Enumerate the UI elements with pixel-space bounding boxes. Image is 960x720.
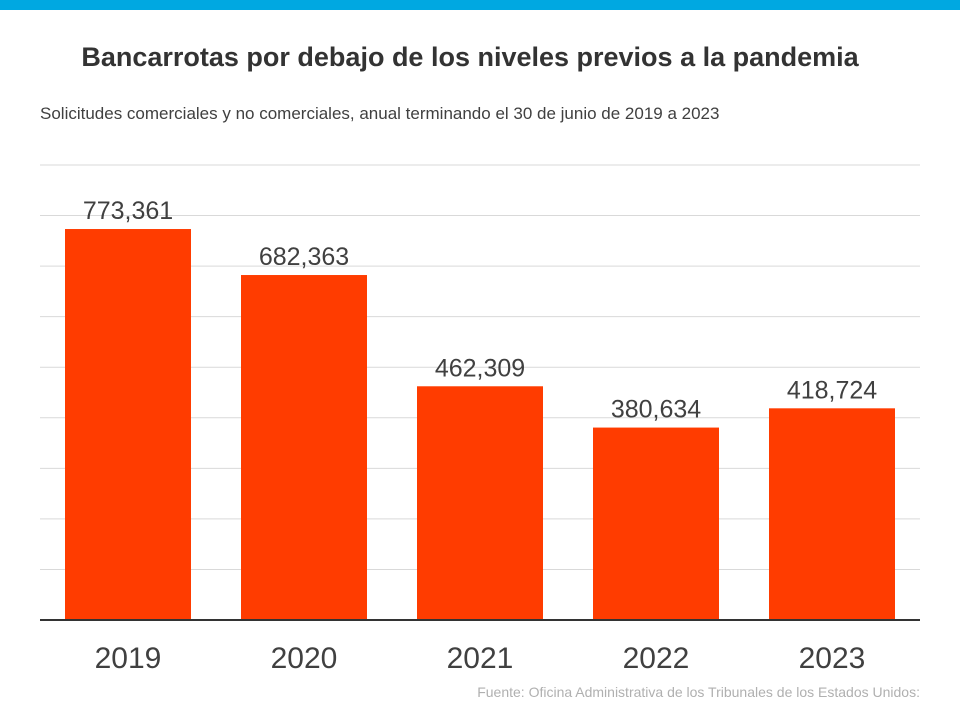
data-label-2023: 418,724 (787, 376, 877, 404)
data-label-2020: 682,363 (259, 243, 349, 271)
top-accent-bar (0, 0, 960, 10)
x-tick-label-2022: 2022 (623, 642, 690, 675)
bar-chart: 773,361 2019 682,363 2020 462,309 2021 380,634… (40, 164, 920, 675)
bar-2021 (417, 386, 543, 620)
data-label-2021: 462,309 (435, 354, 525, 382)
bar-2020 (241, 275, 367, 620)
data-label-2019: 773,361 (83, 197, 173, 225)
x-tick-label-2020: 2020 (271, 642, 338, 675)
source-note: Fuente: Oficina Administrativa de los Tr… (477, 684, 920, 700)
bar-2022 (593, 427, 719, 620)
bar-2019 (65, 229, 191, 620)
bar-2023 (769, 408, 895, 620)
x-tick-label-2019: 2019 (95, 642, 162, 675)
x-tick-label-2023: 2023 (799, 642, 866, 675)
chart-subtitle: Solicitudes comerciales y no comerciales… (40, 104, 720, 123)
x-tick-label-2021: 2021 (447, 642, 514, 675)
chart-title: Bancarrotas por debajo de los niveles pr… (81, 42, 859, 72)
data-label-2022: 380,634 (611, 396, 701, 424)
